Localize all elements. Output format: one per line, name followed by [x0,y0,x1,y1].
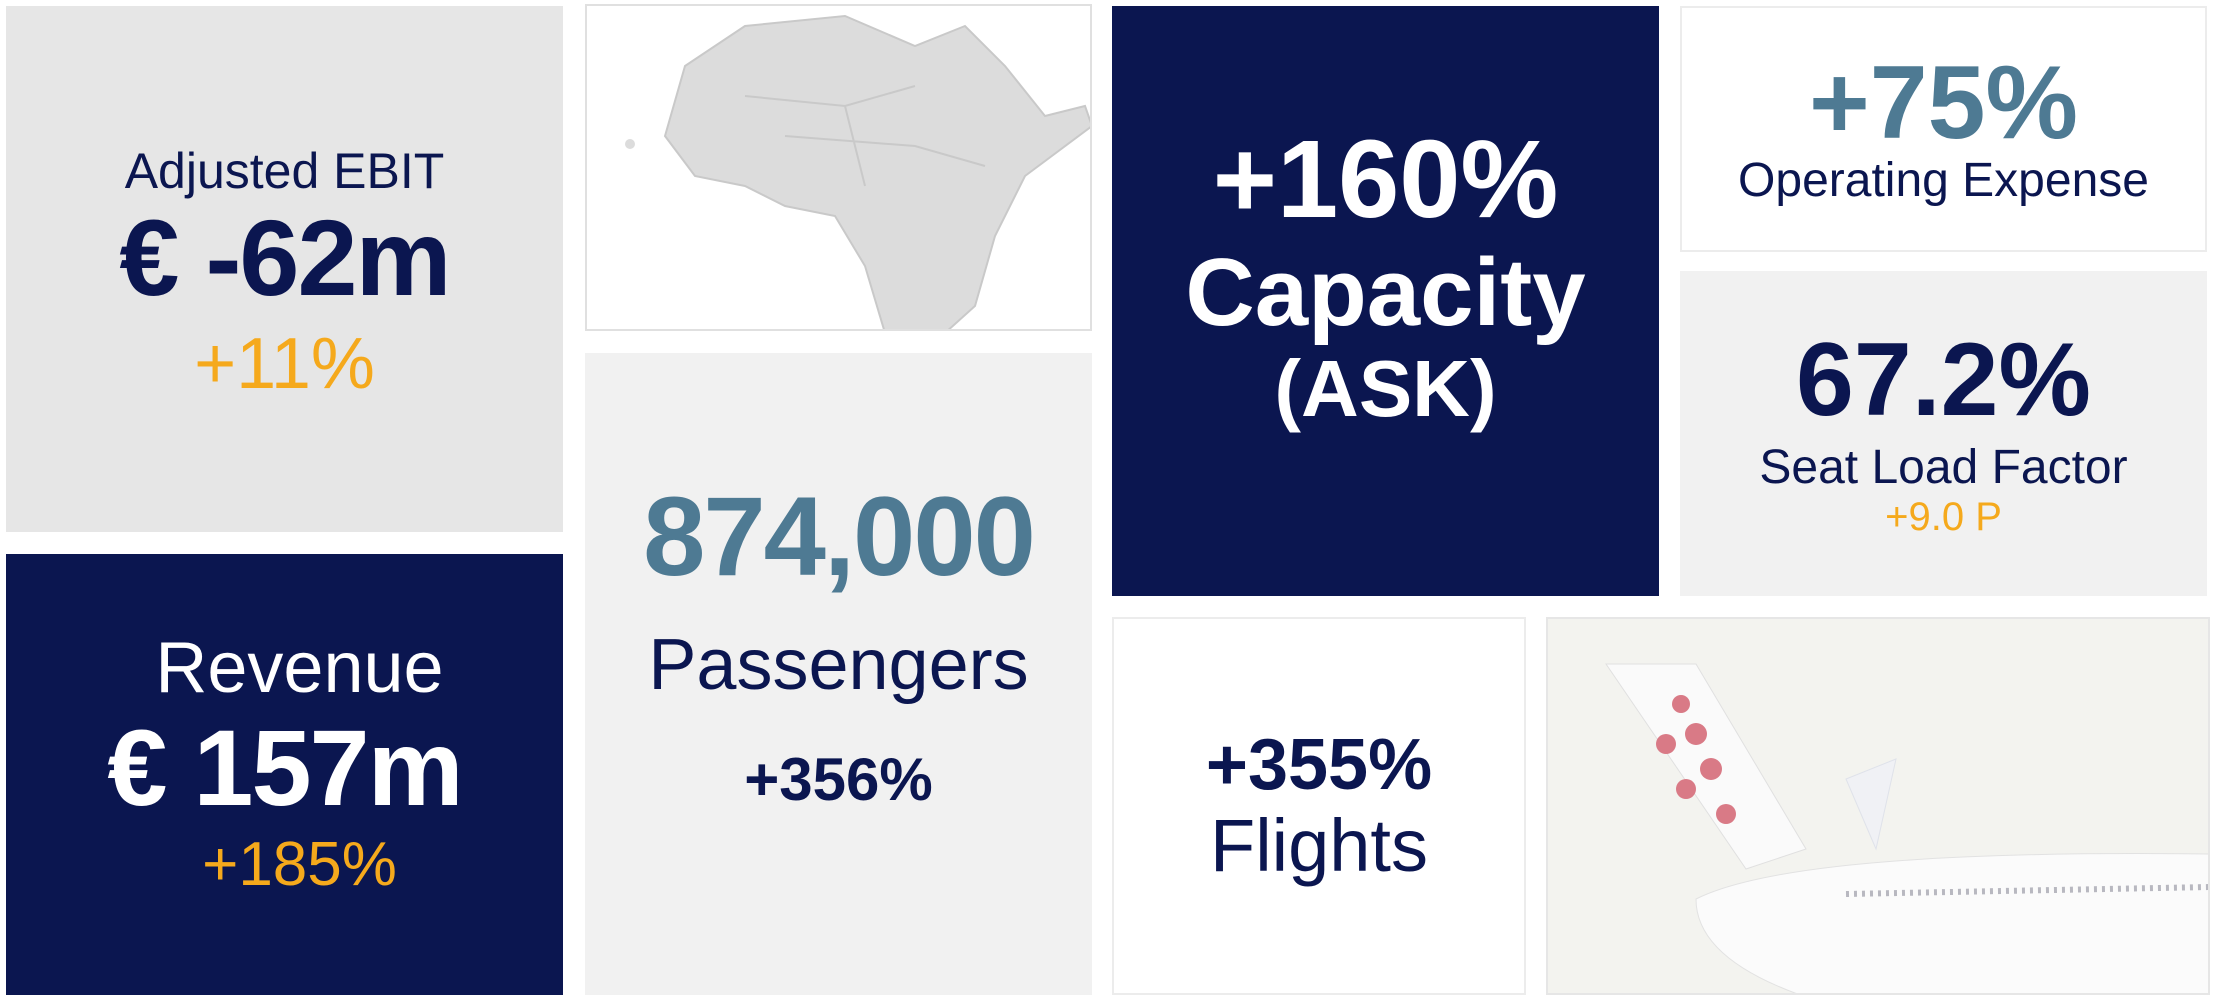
seat-load-tile: 67.2% Seat Load Factor +9.0 P [1680,271,2207,596]
value: 67.2% [1796,322,2091,439]
change: +11% [194,324,375,405]
map [625,14,1090,329]
fuselage [1695,853,2208,993]
label: Revenue [155,628,444,709]
label: Capacity [1185,238,1586,346]
label: Adjusted EBIT [124,142,445,199]
revenue-tile: Revenue € 157m +185% [6,554,563,995]
map-land [663,14,1090,329]
plane-image [1605,663,2208,993]
map-island [625,139,635,149]
label: Passengers [648,625,1029,705]
value: +75% [1809,44,2078,161]
passengers-tile: 874,000 Passengers +356% [585,353,1092,995]
value: € 157m [107,706,463,828]
value: € -62m [119,196,451,318]
label: Seat Load Factor [1759,441,2128,495]
value: 874,000 [643,473,1036,599]
label: Operating Expense [1738,153,2149,207]
change: +185% [202,830,397,900]
label: Flights [1210,803,1428,887]
stabilizer [1845,758,1897,851]
capacity-tile: +160% Capacity (ASK) [1112,6,1659,596]
plane-tile [1546,617,2210,995]
sublabel: (ASK) [1274,344,1497,434]
change: +356% [744,746,933,814]
ebit-tile: Adjusted EBIT € -62m +11% [6,6,563,532]
value: +160% [1212,117,1559,241]
opex-tile: +75% Operating Expense [1680,6,2207,252]
map-borders [744,85,986,187]
flights-tile: +355% Flights [1112,617,1526,995]
map-tile [585,4,1092,331]
value: +355% [1205,724,1433,805]
change: +9.0 P [1885,494,2002,539]
